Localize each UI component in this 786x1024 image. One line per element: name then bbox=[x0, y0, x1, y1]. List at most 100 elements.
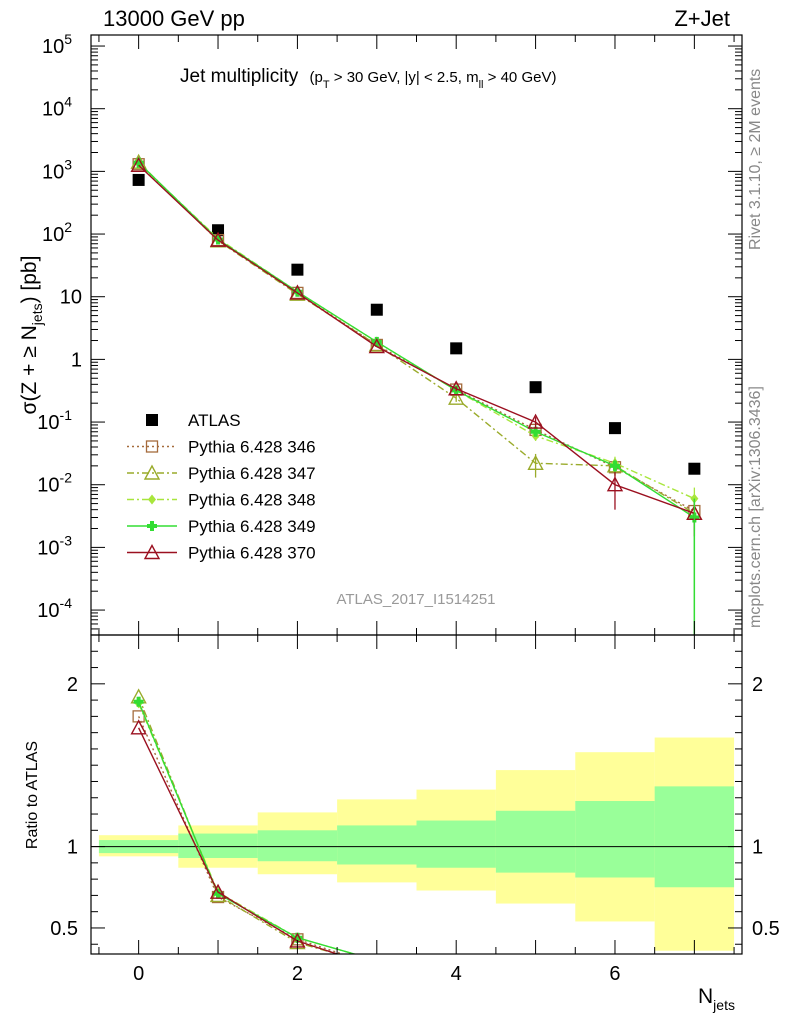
y-tick-label: 10-1 bbox=[37, 407, 72, 434]
ratio-point bbox=[213, 888, 224, 899]
legend: ATLAS Pythia 6.428 346 Pythia 6.428 347 Pyt… bbox=[127, 411, 316, 563]
data-point bbox=[371, 336, 382, 347]
ratio-point bbox=[370, 958, 384, 971]
y-tick-label: 10-4 bbox=[37, 595, 72, 622]
analysis-id: ATLAS_2017_I1514251 bbox=[336, 591, 495, 608]
chart-title-cut-p: p bbox=[315, 69, 323, 86]
x-tick-label: 6 bbox=[609, 963, 620, 985]
legend-marker bbox=[145, 440, 159, 453]
data-point bbox=[212, 224, 225, 237]
y-tick-label: 10-3 bbox=[37, 532, 72, 559]
x-tick-label: 0 bbox=[133, 963, 144, 985]
ratio-point bbox=[130, 719, 147, 735]
x-tick-label: 4 bbox=[451, 963, 462, 985]
header-right: Z+Jet bbox=[674, 6, 730, 31]
ratio-series bbox=[130, 688, 384, 973]
y-tick-label: 10 bbox=[60, 287, 82, 309]
data-point bbox=[606, 476, 624, 492]
legend-label: ATLAS bbox=[188, 411, 241, 430]
legend-entry-5: Pythia 6.428 370 bbox=[127, 544, 316, 563]
series-line bbox=[138, 161, 695, 514]
ratio-y-tick-label: 0.5 bbox=[50, 918, 78, 940]
ratio-point bbox=[373, 956, 381, 966]
legend-label: Pythia 6.428 349 bbox=[188, 517, 316, 536]
y-tick-label: 1 bbox=[71, 349, 82, 371]
y-tick-label: 105 bbox=[42, 31, 72, 58]
ratio-point bbox=[372, 956, 382, 966]
legend-entry-4: Pythia 6.428 349 bbox=[127, 517, 316, 536]
data-point bbox=[289, 284, 306, 300]
ratio-point bbox=[292, 932, 303, 943]
y-tick-label: 102 bbox=[42, 219, 72, 246]
axis-ticks bbox=[91, 35, 742, 954]
ratio-y-tick-label-right: 0.5 bbox=[752, 918, 780, 940]
y-axis-label: σ(Z + ≥ Njets) [pb] bbox=[18, 256, 45, 415]
data-point bbox=[209, 231, 227, 247]
tick-labels: 10-4 10-3 10-2 10-1 1 10 102 103 104 105 0.5 0.5 1 1 2… bbox=[37, 31, 780, 985]
ratio-y-tick-label: 2 bbox=[67, 674, 78, 696]
legend-label: Pythia 6.428 348 bbox=[188, 491, 316, 510]
header-left: 13000 GeV pp bbox=[103, 6, 245, 31]
data-point bbox=[529, 381, 542, 394]
band-inner-6 bbox=[575, 801, 655, 878]
legend-entry-0: ATLAS bbox=[146, 411, 241, 430]
ratio-point bbox=[370, 960, 384, 973]
ratio-line bbox=[138, 727, 340, 954]
chart-title-main: Jet multiplicity bbox=[180, 66, 299, 87]
chart-title-cut-ll: ll bbox=[479, 79, 484, 91]
side-label-source: mcplots.cern.ch [arXiv:1306.3436] bbox=[747, 386, 764, 628]
ratio-point bbox=[209, 883, 227, 899]
data-point bbox=[527, 413, 544, 429]
y-tick-label: 103 bbox=[42, 156, 72, 183]
legend-marker bbox=[147, 521, 157, 531]
legend-marker bbox=[148, 494, 156, 505]
ratio-line bbox=[137, 703, 357, 954]
chart-title-cut-T: T bbox=[323, 79, 330, 91]
band-inner-4 bbox=[416, 820, 496, 868]
x-axis-label: Njets bbox=[698, 985, 735, 1013]
legend-entry-2: Pythia 6.428 347 bbox=[127, 464, 316, 483]
x-tick-label: 2 bbox=[292, 963, 303, 985]
series-line bbox=[138, 163, 695, 512]
band-inner-7 bbox=[654, 786, 735, 888]
side-label-rivet: Rivet 3.1.10, ≥ 2M events bbox=[747, 69, 764, 250]
ratio-y-tick-label: 1 bbox=[67, 837, 78, 859]
y-tick-label: 10-2 bbox=[37, 470, 72, 497]
band-inner-3 bbox=[337, 825, 417, 865]
series-atlas bbox=[132, 173, 701, 475]
data-point bbox=[291, 263, 304, 276]
ratio-y-axis-label: Ratio to ATLAS bbox=[24, 741, 41, 849]
data-point bbox=[130, 156, 147, 173]
band-inner-2 bbox=[257, 830, 338, 862]
band-inner-5 bbox=[495, 810, 576, 873]
data-point bbox=[530, 426, 541, 437]
data-point bbox=[609, 460, 620, 471]
main-series bbox=[130, 153, 703, 635]
legend-entry-3: Pythia 6.428 348 bbox=[127, 491, 316, 510]
legend-label: Pythia 6.428 347 bbox=[188, 464, 316, 483]
data-point bbox=[368, 338, 385, 354]
data-point bbox=[448, 380, 465, 396]
ratio-y-tick-label-right: 1 bbox=[752, 837, 763, 859]
y-tick-label: 104 bbox=[42, 94, 72, 121]
data-point bbox=[608, 422, 621, 435]
data-point bbox=[527, 454, 544, 470]
series-line bbox=[138, 164, 695, 514]
data-point bbox=[133, 157, 144, 168]
data-point bbox=[370, 303, 383, 316]
legend-marker bbox=[146, 414, 158, 426]
band-inner-1 bbox=[178, 833, 258, 858]
series-pythia-6.428-370 bbox=[130, 156, 703, 537]
chart-title: Jet multiplicity (pT > 30 GeV, |y| < 2.5… bbox=[180, 66, 556, 91]
data-point bbox=[132, 173, 145, 186]
legend-label: Pythia 6.428 346 bbox=[188, 438, 316, 457]
ratio-point bbox=[133, 696, 144, 707]
data-point bbox=[688, 462, 701, 475]
data-point bbox=[450, 342, 463, 355]
legend-entry-1: Pythia 6.428 346 bbox=[127, 438, 316, 457]
chart-title-cut-text2: > 40 GeV) bbox=[484, 69, 557, 86]
ratio-point bbox=[371, 960, 382, 971]
legend-marker bbox=[143, 544, 161, 560]
chart-title-cut-text1: > 30 GeV, |y| < 2.5, m bbox=[330, 69, 479, 86]
